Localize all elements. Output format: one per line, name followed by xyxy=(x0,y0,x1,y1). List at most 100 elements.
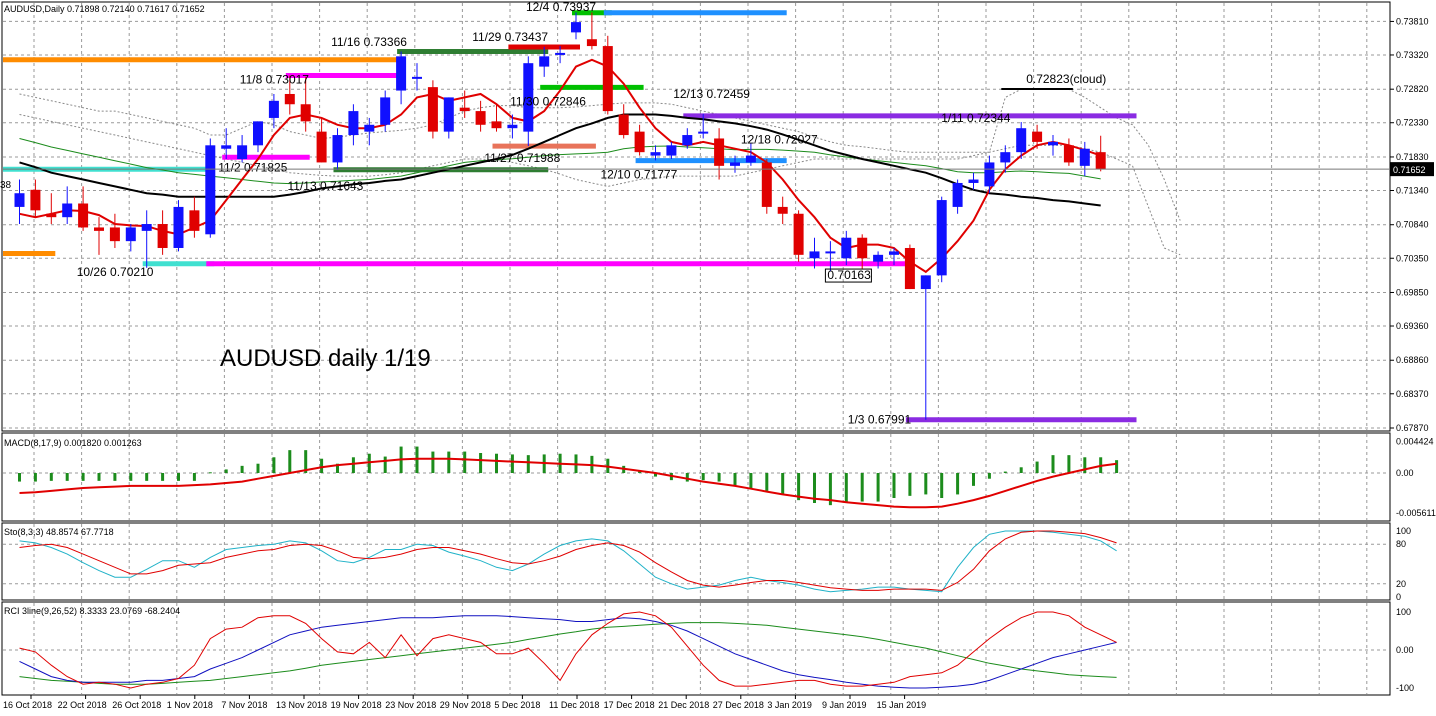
x-tick-label: 11 Dec 2018 xyxy=(549,700,599,710)
annotation-box xyxy=(824,268,872,283)
x-tick-label: 22 Oct 2018 xyxy=(58,700,107,710)
annotation-label: 11/13 0.71643 xyxy=(288,179,364,193)
candle-body xyxy=(78,203,89,228)
candle-body xyxy=(920,275,931,290)
annotation-labels: 12/4 0.73937 11/16 0.73366 11/29 0.73437 11… xyxy=(77,0,1107,427)
candle-body xyxy=(682,135,693,146)
ma-red-line xyxy=(19,58,1102,274)
macd-bar xyxy=(797,473,801,501)
macd-bar xyxy=(844,473,848,503)
candle-bear xyxy=(1032,124,1043,149)
grid-lines xyxy=(3,3,1389,694)
annotation-label: 11/16 0.73366 xyxy=(331,35,407,49)
macd-bar xyxy=(654,473,657,477)
x-tick-label: 5 Dec 2018 xyxy=(494,700,540,710)
candle-bear xyxy=(602,35,613,115)
candle-body xyxy=(777,206,788,214)
candle-body xyxy=(300,104,311,122)
candle-body xyxy=(936,200,947,276)
macd-bar xyxy=(1115,460,1119,473)
macd-bar xyxy=(733,473,737,486)
sto-tick-label: 20 xyxy=(1396,579,1406,589)
macd-tick-label: 0.00 xyxy=(1396,468,1414,478)
macd-bar xyxy=(479,453,483,473)
annotation-label: 1/11 0.72344 xyxy=(941,111,1011,125)
annotation-label: 11/29 0.73437 xyxy=(472,30,548,44)
macd-bar xyxy=(336,463,339,473)
rci-mid-line xyxy=(19,615,1117,689)
candle-bear xyxy=(300,76,311,132)
y-tick-label: 0.69360 xyxy=(1396,321,1429,331)
candle-bear xyxy=(475,100,486,132)
candle-body xyxy=(205,145,216,235)
macd-bar xyxy=(97,473,101,481)
candle-bear xyxy=(1095,135,1106,172)
candle-bull xyxy=(825,241,836,272)
macd-bar xyxy=(495,453,498,473)
candle-body xyxy=(30,189,41,211)
candle-bull xyxy=(141,210,152,268)
macd-bar xyxy=(924,473,928,495)
candle-body xyxy=(539,56,550,67)
rci-tick-label: 0.00 xyxy=(1396,645,1414,655)
annotation-label: 11/27 0.71988 xyxy=(484,151,560,165)
ma-black-line xyxy=(19,113,1101,207)
candle-bear xyxy=(491,104,502,132)
candle-body xyxy=(555,52,566,55)
candle-body xyxy=(491,121,502,129)
candle-body xyxy=(316,131,327,163)
candle-bear xyxy=(761,159,772,214)
candle-body xyxy=(94,227,104,231)
candle-body xyxy=(268,100,279,118)
x-tick-label: 1 Nov 2018 xyxy=(167,700,213,710)
x-tick-label: 15 Jan 2019 xyxy=(877,700,927,710)
candle-body xyxy=(1016,128,1027,153)
macd-bar xyxy=(1051,455,1055,473)
candle-bull xyxy=(1048,135,1058,156)
annotation-label: 11/30 0.72846 xyxy=(510,94,586,108)
rci-fast-line xyxy=(19,611,1117,689)
candle-body xyxy=(396,56,407,91)
macd-bar xyxy=(765,473,769,491)
sto-tick-label: 0 xyxy=(1396,592,1401,602)
sto-tick-label: 80 xyxy=(1396,539,1406,549)
macd-bar xyxy=(908,473,912,496)
candle-body xyxy=(793,213,804,255)
y-tick-label: 0.71340 xyxy=(1396,185,1429,195)
candle-body xyxy=(46,213,57,218)
candle-bear xyxy=(46,193,57,225)
sto-header: Sto(8,3,3) 48.8574 67.7718 xyxy=(4,527,114,537)
candle-body xyxy=(634,131,645,153)
macd-tick-label: -0.005611 xyxy=(1396,508,1436,518)
candle-body xyxy=(348,111,359,136)
macd-bar xyxy=(113,473,117,481)
macd-bar xyxy=(447,451,451,473)
macd-bar xyxy=(288,450,292,473)
candle-body xyxy=(841,237,852,259)
x-tick-label: 23 Nov 2018 xyxy=(385,700,436,710)
candle-body xyxy=(968,179,979,183)
current-price-label: 0.71652 xyxy=(1393,165,1426,175)
macd-bar xyxy=(781,473,785,495)
candle-body xyxy=(889,251,899,255)
moving-averages xyxy=(19,58,1102,274)
annotation-label: 1/3 0.67991 xyxy=(848,413,912,427)
macd-bar xyxy=(81,473,85,481)
current-price-tag xyxy=(1390,162,1434,177)
y-tick-label: 0.69850 xyxy=(1396,287,1429,297)
panel-frames xyxy=(1,1,1391,696)
candle-bull xyxy=(221,128,232,160)
candle-body xyxy=(586,39,597,47)
candle-bear xyxy=(78,186,89,231)
candle-bear xyxy=(427,80,438,139)
macd-tick-label: 0.004424 xyxy=(1396,436,1434,446)
rci-slow-line xyxy=(19,622,1117,685)
candle-bull xyxy=(745,143,756,166)
candle-bull xyxy=(809,237,820,269)
candle-bull xyxy=(237,135,248,163)
rci-tick-label: -100 xyxy=(1396,683,1414,693)
candle-bear xyxy=(316,117,327,163)
candle-bull xyxy=(253,121,263,153)
left-edge-label: 38 xyxy=(0,180,12,191)
macd-bar xyxy=(351,457,355,473)
